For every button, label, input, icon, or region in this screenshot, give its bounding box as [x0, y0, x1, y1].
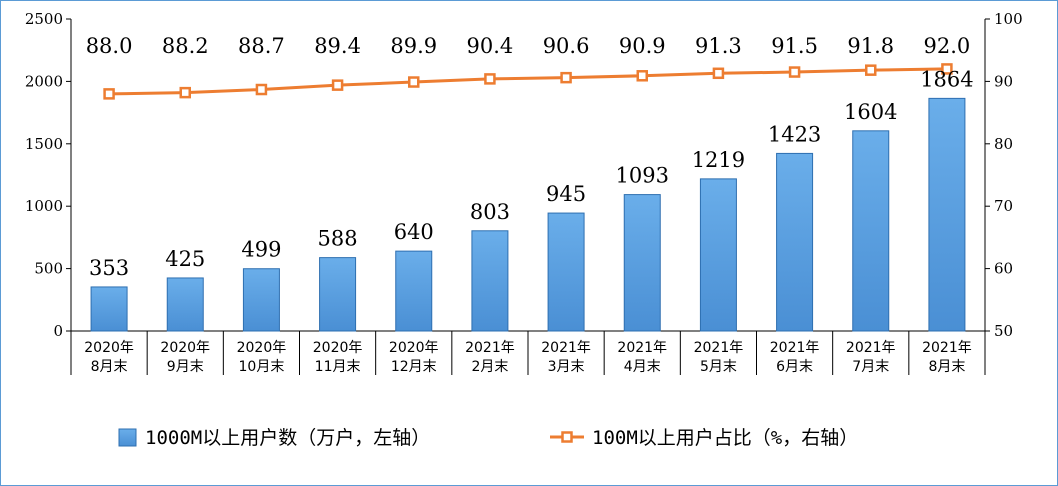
y-left-tick-label: 0 [53, 322, 63, 340]
bar [547, 212, 585, 332]
line-point [103, 88, 115, 100]
x-tick-label: 2020年 [160, 340, 210, 356]
x-tick-label: 7月末 [852, 359, 889, 375]
x-tick-label: 2021年 [465, 340, 515, 356]
bar-data-label: 499 [241, 238, 281, 262]
legend-label-bars: 1000M以上用户数（万户，左轴） [145, 427, 430, 449]
x-tick-label: 2020年 [313, 340, 363, 356]
bar [928, 97, 966, 332]
y-left-tick-label: 1500 [25, 135, 63, 153]
line-series-path [109, 67, 947, 96]
x-tick-label: 11月末 [315, 359, 361, 375]
line-point [941, 63, 953, 75]
y-right-tick-label: 70 [994, 197, 1013, 215]
bar-data-label: 1423 [768, 122, 821, 146]
bar [471, 230, 509, 332]
line-data-label: 92.0 [924, 34, 971, 58]
line-point [331, 79, 344, 91]
y-left-tick-label: 2500 [25, 10, 63, 28]
y-right-tick-label: 80 [994, 135, 1013, 153]
x-tick-label: 8月末 [91, 359, 128, 375]
y-right-tick-label: 60 [994, 260, 1013, 278]
y-left-tick-label: 500 [34, 260, 63, 278]
y-right-tick-label: 100 [994, 10, 1023, 28]
x-tick-label: 2月末 [471, 359, 508, 375]
line-point [560, 71, 572, 84]
bar [242, 268, 280, 332]
bar [90, 286, 128, 332]
bar-data-label: 425 [165, 247, 205, 271]
line-point [255, 83, 268, 96]
bar-data-label: 640 [394, 220, 434, 244]
bar-data-label: 353 [89, 256, 129, 280]
x-tick-label: 2020年 [237, 340, 287, 356]
bar-data-label: 1093 [616, 164, 669, 188]
bar-data-label: 1604 [844, 100, 897, 124]
bar [623, 194, 661, 332]
x-tick-label: 2021年 [694, 340, 744, 356]
x-tick-label: 2021年 [770, 340, 820, 356]
bar [319, 257, 357, 332]
line-point [636, 70, 648, 82]
line-point [179, 86, 191, 99]
x-tick-label: 9月末 [167, 359, 204, 375]
bar [852, 130, 890, 332]
line-data-label: 89.9 [390, 34, 437, 58]
line-data-label: 91.3 [695, 34, 742, 58]
line-data-label: 91.8 [847, 34, 894, 58]
x-tick-label: 5月末 [700, 359, 737, 375]
bar-data-label: 945 [546, 182, 586, 206]
bar-data-label: 803 [470, 200, 510, 224]
line-data-label: 91.5 [771, 34, 818, 58]
legend-line-marker [561, 431, 573, 443]
x-tick-label: 8月末 [928, 359, 965, 375]
bar [395, 250, 433, 332]
line-data-label: 89.4 [314, 34, 361, 58]
y-left-tick-label: 1000 [25, 197, 63, 215]
x-tick-label: 4月末 [624, 359, 661, 375]
x-tick-label: 2020年 [389, 340, 439, 356]
y-left-tick-label: 2000 [25, 72, 63, 90]
y-right-tick-label: 90 [994, 72, 1013, 90]
y-right-tick-label: 50 [994, 322, 1013, 340]
line-point [865, 64, 877, 76]
bar-data-label: 1219 [692, 148, 745, 172]
x-tick-label: 2021年 [846, 340, 896, 356]
bar-data-label: 588 [318, 227, 358, 251]
x-tick-label: 2021年 [541, 340, 591, 356]
line-point [788, 66, 801, 78]
line-data-label: 90.9 [619, 34, 666, 58]
x-tick-label: 6月末 [776, 359, 813, 375]
bar [699, 178, 737, 332]
x-tick-label: 10月末 [239, 359, 285, 375]
line-point [484, 73, 496, 85]
line-data-label: 90.4 [467, 34, 514, 58]
line-data-label: 88.2 [162, 34, 209, 58]
bar [166, 277, 204, 332]
legend-label-line: 100M以上用户占比（%，右轴） [592, 427, 858, 449]
line-point [712, 67, 725, 80]
x-tick-label: 3月末 [548, 359, 585, 375]
bar [776, 152, 814, 332]
x-tick-label: 2021年 [922, 340, 972, 356]
line-point [408, 76, 420, 88]
line-data-label: 88.7 [238, 34, 285, 58]
legend-bar-swatch [118, 428, 137, 447]
x-tick-label: 2021年 [617, 340, 667, 356]
line-data-label: 90.6 [543, 34, 590, 58]
x-tick-label: 12月末 [391, 359, 437, 375]
x-tick-label: 2020年 [84, 340, 134, 356]
bar-data-label: 1864 [920, 67, 973, 91]
line-data-label: 88.0 [86, 34, 133, 58]
